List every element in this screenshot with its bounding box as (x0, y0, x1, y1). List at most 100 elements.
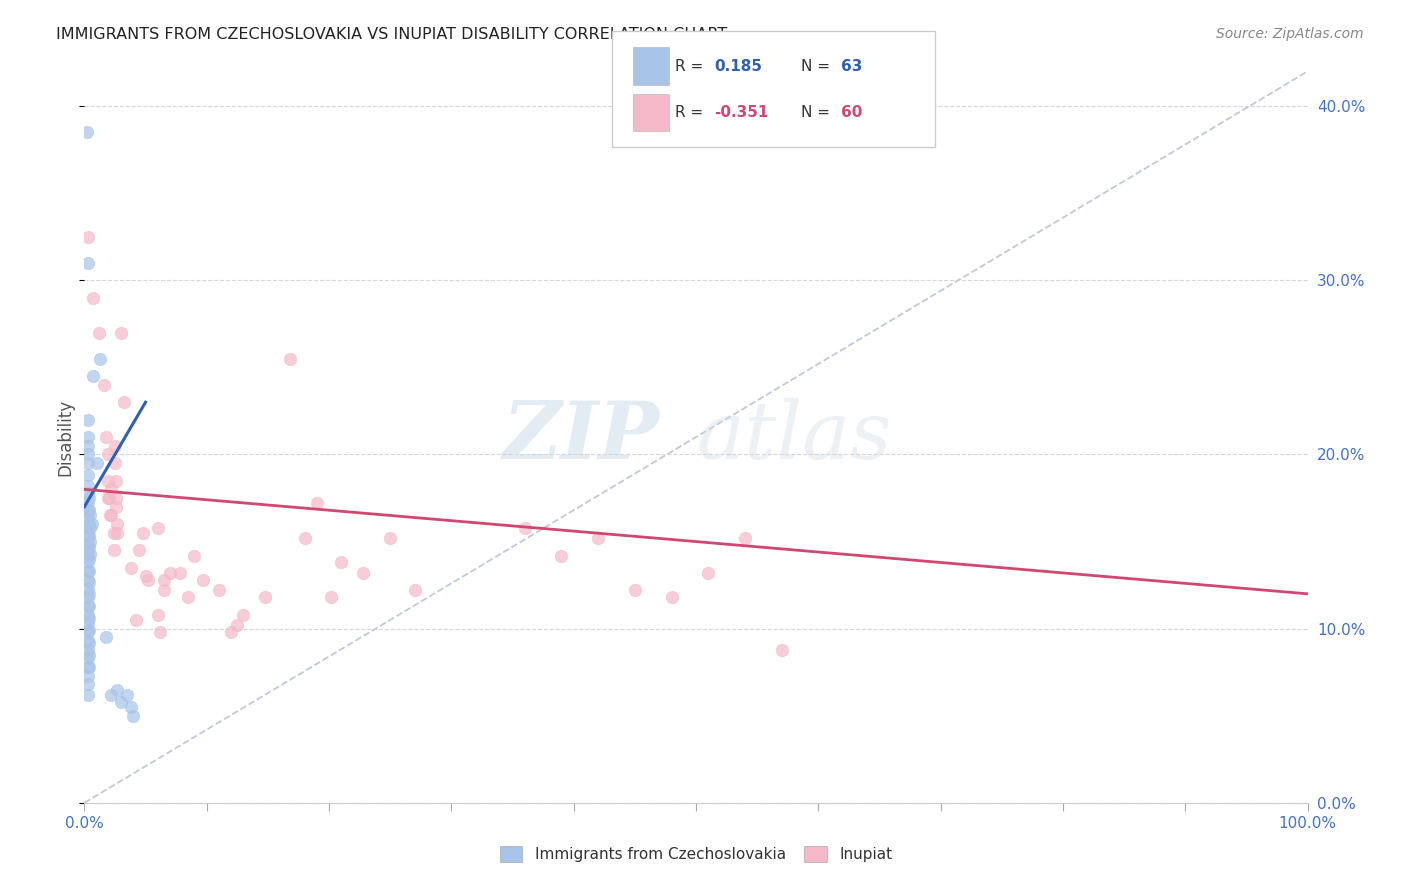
Point (305, 496, 328, 510)
Point (77, 439, 100, 453)
Point (120, 700, 142, 714)
Point (77, 448, 100, 462)
Point (77, 635, 100, 649)
Point (105, 491, 128, 505)
Point (352, 566, 374, 580)
Point (100, 483, 122, 497)
Point (169, 566, 191, 580)
Point (77, 688, 100, 702)
Point (661, 591, 683, 605)
Point (153, 583, 176, 598)
Text: N =: N = (801, 59, 835, 73)
Point (77, 229, 100, 244)
Text: atlas: atlas (696, 399, 891, 475)
Point (77, 529, 100, 543)
Point (80, 517, 103, 532)
Point (77, 538, 100, 552)
Point (76, 125, 98, 139)
Legend: Immigrants from Czechoslovakia, Inupiat: Immigrants from Czechoslovakia, Inupiat (494, 840, 898, 868)
Point (226, 618, 249, 632)
Point (77, 591, 100, 605)
Point (624, 583, 647, 598)
Point (321, 591, 343, 605)
Point (115, 688, 138, 702)
Point (77, 582, 100, 596)
Point (191, 573, 214, 587)
Point (77, 430, 100, 444)
Point (380, 531, 402, 545)
Point (77, 564, 100, 578)
Point (77, 540, 100, 554)
Point (77, 574, 100, 589)
Point (100, 688, 122, 702)
Point (278, 351, 301, 366)
Point (97, 448, 120, 462)
Y-axis label: Disability: Disability (56, 399, 75, 475)
Point (77, 599, 100, 613)
Point (105, 500, 128, 514)
Point (79, 508, 101, 523)
Text: R =: R = (675, 59, 709, 73)
Point (183, 549, 205, 563)
Point (105, 682, 128, 697)
Point (77, 412, 100, 426)
Text: ZIP: ZIP (502, 399, 659, 475)
Point (105, 517, 128, 532)
Point (77, 468, 100, 483)
Point (77, 494, 100, 508)
Text: -0.351: -0.351 (714, 105, 769, 120)
Point (98, 508, 121, 523)
Point (97, 491, 120, 505)
Point (135, 569, 157, 583)
Point (513, 521, 536, 535)
Point (77, 599, 100, 613)
Point (77, 677, 100, 691)
Point (79, 521, 101, 535)
Point (149, 625, 172, 640)
Point (110, 326, 132, 340)
Point (100, 508, 122, 523)
Point (232, 607, 254, 622)
Point (77, 256, 100, 270)
Point (77, 512, 100, 526)
Point (79, 547, 101, 561)
Point (77, 660, 100, 674)
Point (82, 369, 104, 384)
Point (77, 611, 100, 625)
Point (77, 668, 100, 682)
Point (153, 573, 176, 587)
Point (120, 560, 142, 574)
Point (177, 591, 200, 605)
Point (77, 485, 100, 500)
Point (404, 583, 426, 598)
Point (77, 648, 100, 662)
Point (146, 521, 169, 535)
Text: N =: N = (801, 105, 835, 120)
Point (93, 377, 115, 392)
Point (79, 534, 101, 549)
Point (77, 491, 100, 505)
Point (105, 525, 128, 540)
Point (86, 456, 108, 470)
Point (105, 474, 128, 488)
Point (77, 587, 100, 601)
Point (77, 503, 100, 517)
Point (89, 351, 111, 366)
Point (330, 556, 353, 570)
Text: IMMIGRANTS FROM CZECHOSLOVAKIA VS INUPIAT DISABILITY CORRELATION CHART: IMMIGRANTS FROM CZECHOSLOVAKIA VS INUPIA… (56, 27, 727, 42)
Point (770, 642, 793, 657)
Point (77, 625, 100, 640)
Text: 0.185: 0.185 (714, 59, 762, 73)
Point (77, 616, 100, 631)
Point (77, 564, 100, 578)
Point (146, 607, 169, 622)
Point (104, 439, 127, 453)
Point (103, 543, 125, 558)
Text: 63: 63 (841, 59, 862, 73)
Point (77, 503, 100, 517)
Point (77, 651, 100, 665)
Point (77, 479, 100, 493)
Point (97, 474, 120, 488)
Point (77, 633, 100, 648)
Point (77, 547, 100, 561)
